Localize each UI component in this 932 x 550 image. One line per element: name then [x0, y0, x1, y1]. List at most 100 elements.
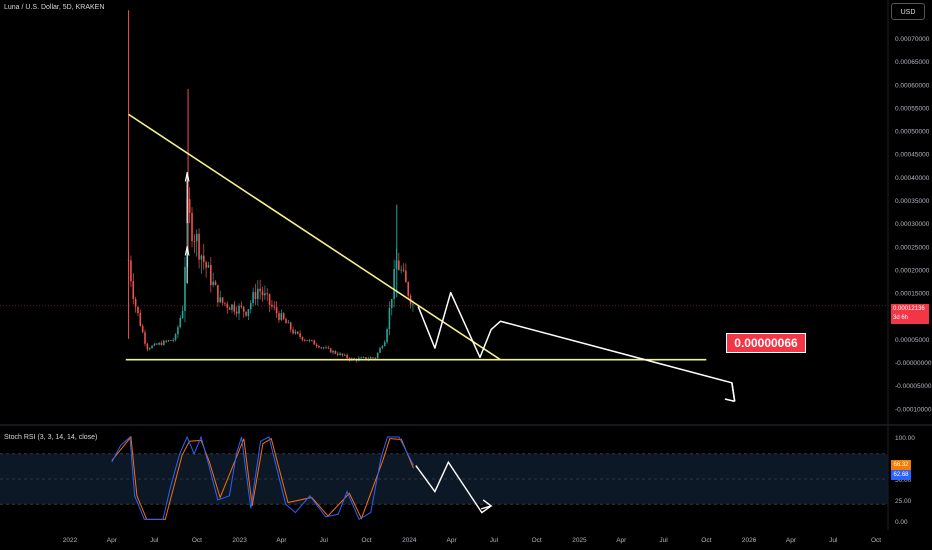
price-axis-label: 0.00040000 — [895, 175, 930, 182]
candle-body — [294, 331, 297, 334]
candle-body — [329, 348, 332, 353]
candle-body — [148, 348, 151, 350]
time-axis-label: 2024 — [402, 537, 417, 544]
candle-body — [167, 340, 170, 342]
candle-body — [233, 304, 236, 312]
candle-body — [238, 305, 240, 314]
stoch-axis-label: 50.00 — [895, 477, 912, 484]
candle-body — [177, 327, 179, 335]
candle-body — [141, 325, 144, 333]
time-axis-label: 2022 — [63, 537, 78, 544]
candle-body — [266, 293, 269, 295]
projection-arrowhead — [731, 382, 736, 402]
price-axis-label: 0.00050000 — [895, 129, 930, 136]
up-arrow-annotation — [184, 172, 190, 182]
candle-body — [360, 357, 363, 359]
candle-body — [325, 347, 327, 349]
time-axis-label: Apr — [107, 537, 118, 544]
candle-body — [311, 340, 313, 341]
price-axis-label: 0.00045000 — [895, 152, 930, 159]
candle-body — [280, 313, 283, 320]
time-axis-label: Oct — [532, 537, 542, 544]
candle-body — [151, 345, 153, 349]
candle-body — [134, 299, 137, 307]
currency-button[interactable]: USD — [891, 3, 925, 20]
time-axis-label: Oct — [361, 537, 371, 544]
candle-body — [282, 313, 285, 320]
current-price-tag: 0.00012136 3d 6h — [891, 304, 929, 324]
stoch-projection-path — [415, 460, 492, 514]
price-axis-label: 0.00035000 — [895, 198, 930, 205]
projection-arrowhead — [724, 398, 735, 403]
candle-body — [139, 313, 142, 326]
candle-body — [318, 346, 320, 348]
candle-body — [381, 346, 384, 348]
candle-body — [393, 268, 395, 300]
candle-body — [231, 304, 233, 310]
price-axis-label: -0.00010000 — [895, 406, 932, 413]
time-axis-label: Jul — [829, 537, 838, 544]
candle-body — [228, 307, 231, 310]
candle-body — [186, 199, 189, 267]
candle-body — [332, 350, 334, 353]
candle-body — [372, 357, 374, 359]
candle-body — [398, 260, 400, 270]
candle-body — [376, 352, 379, 359]
candle-body — [137, 306, 139, 314]
candle-body — [184, 266, 186, 311]
candle-body — [160, 342, 163, 345]
candle-body — [224, 302, 226, 304]
candle-body — [268, 294, 271, 305]
price-axis-label: -0.00005000 — [895, 383, 932, 390]
candle-body — [400, 269, 402, 271]
candle-body — [306, 340, 308, 341]
candle-body — [271, 304, 273, 307]
candle-body — [264, 293, 266, 296]
chart-title: Luna / U.S. Dollar, 5D, KRAKEN — [4, 4, 105, 11]
candle-body — [315, 344, 318, 347]
candle-body — [320, 347, 323, 349]
candle-body — [181, 310, 184, 318]
stoch-k-value-tag: 66.32 — [891, 460, 911, 471]
candle-body — [353, 358, 355, 360]
candle-body — [130, 260, 132, 282]
candle-body — [346, 354, 348, 359]
candle-body — [252, 292, 254, 304]
stoch-projection-arrowhead — [480, 499, 493, 510]
stoch-k-line — [111, 435, 414, 521]
time-axis-label: Oct — [871, 537, 881, 544]
candle-body — [170, 340, 172, 342]
candle-body — [304, 339, 306, 341]
bar-countdown: 3d 6h — [893, 315, 909, 321]
candle-body — [200, 255, 203, 260]
projection-path — [417, 291, 736, 402]
candle-body — [214, 281, 217, 286]
candle-body — [240, 305, 243, 307]
time-axis-label: 2025 — [572, 537, 587, 544]
candles — [127, 10, 414, 363]
time-axis-label: 2023 — [232, 537, 247, 544]
candle-body — [257, 288, 259, 300]
candle-body — [146, 343, 149, 350]
candle-body — [292, 329, 294, 334]
price-axis-label: 0.00015000 — [895, 291, 930, 298]
price-axis-label: 0.00060000 — [895, 82, 930, 89]
candle-body — [254, 292, 257, 300]
candle-body — [369, 357, 372, 359]
candle-body — [249, 303, 252, 310]
candle-body — [221, 297, 224, 303]
stoch-rsi-title: Stoch RSI (3, 3, 14, 14, close) — [4, 434, 98, 441]
time-axis-label: Apr — [447, 537, 458, 544]
candle-body — [198, 233, 200, 260]
candle-body — [273, 306, 276, 308]
candle-body — [386, 329, 388, 343]
candle-body — [217, 285, 219, 303]
candle-body — [334, 350, 337, 354]
price-axis-label: 0.00005000 — [895, 337, 930, 344]
candle-body — [299, 333, 301, 337]
candle-body — [341, 353, 344, 356]
trendline — [128, 113, 501, 361]
time-axis-label: Oct — [701, 537, 711, 544]
candle-body — [402, 269, 405, 271]
